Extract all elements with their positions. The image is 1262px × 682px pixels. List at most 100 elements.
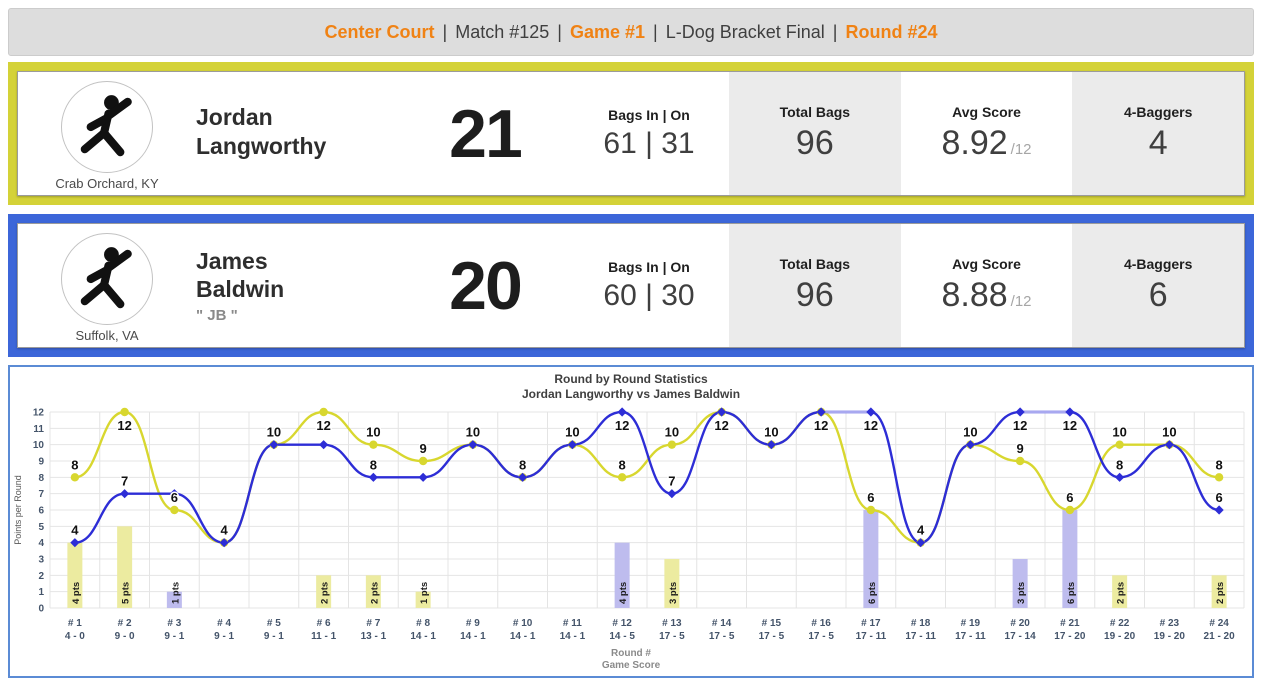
svg-text:12: 12 <box>117 418 131 433</box>
svg-text:6 pts: 6 pts <box>1066 582 1077 604</box>
total-bags-block: Total Bags 96 <box>729 224 901 347</box>
svg-text:6: 6 <box>1066 490 1073 505</box>
svg-text:9: 9 <box>1017 441 1024 456</box>
svg-text:3: 3 <box>38 555 44 566</box>
svg-text:10: 10 <box>764 425 778 440</box>
player-avatar-block: Suffolk, VA <box>18 224 196 347</box>
player-card-inner: Crab Orchard, KY Jordan Langworthy 21 Ba… <box>17 71 1245 196</box>
round-number: Round #24 <box>845 21 938 42</box>
svg-text:4: 4 <box>917 523 925 538</box>
svg-text:8: 8 <box>38 473 44 484</box>
svg-text:7: 7 <box>121 474 128 489</box>
svg-text:2: 2 <box>38 571 44 582</box>
four-baggers-label: 4-Baggers <box>1123 104 1193 120</box>
svg-text:Jordan Langworthy vs James Bal: Jordan Langworthy vs James Baldwin <box>522 387 740 401</box>
svg-text:# 15: # 15 <box>762 618 782 629</box>
svg-text:Points per Round: Points per Round <box>13 475 23 545</box>
avg-score-value-wrap: 8.92/12 <box>941 124 1031 163</box>
svg-text:4: 4 <box>38 538 44 549</box>
bracket-name: L-Dog Bracket Final <box>665 21 825 42</box>
avg-score-block: Avg Score 8.92/12 <box>901 72 1073 195</box>
svg-text:10: 10 <box>33 440 45 451</box>
svg-text:1 pts: 1 pts <box>419 582 430 604</box>
svg-text:8: 8 <box>1116 457 1123 472</box>
svg-text:12: 12 <box>615 418 629 433</box>
svg-text:11: 11 <box>33 424 44 435</box>
svg-text:# 6: # 6 <box>317 618 331 629</box>
player-last-name: Langworthy <box>196 132 327 159</box>
four-baggers-value: 4 <box>1148 124 1168 162</box>
four-baggers-block: 4-Baggers 4 <box>1072 72 1245 195</box>
svg-text:# 16: # 16 <box>811 618 831 629</box>
svg-text:1 pts: 1 pts <box>170 582 181 604</box>
svg-text:9 - 1: 9 - 1 <box>164 631 184 642</box>
svg-text:2 pts: 2 pts <box>369 582 380 604</box>
player-score-block: 20 <box>401 224 569 347</box>
svg-text:17 - 11: 17 - 11 <box>856 631 887 642</box>
game-number: Game #1 <box>569 21 646 42</box>
svg-text:# 8: # 8 <box>416 618 430 629</box>
svg-text:9 - 0: 9 - 0 <box>115 631 135 642</box>
svg-text:Round #: Round # <box>611 648 651 659</box>
total-bags-label: Total Bags <box>779 104 851 120</box>
svg-text:# 4: # 4 <box>217 618 231 629</box>
match-info-bar: Center Court | Match #125 | Game #1 | L-… <box>8 8 1254 56</box>
bags-in-on-value: 60 | 30 <box>603 278 695 312</box>
avg-score-suffix: /12 <box>1010 141 1032 158</box>
player-first-name: Jordan <box>196 104 273 131</box>
player-score: 20 <box>449 247 523 324</box>
avatar <box>61 232 153 325</box>
svg-text:8: 8 <box>1216 457 1223 472</box>
svg-text:17 - 5: 17 - 5 <box>659 631 685 642</box>
match-number: Match #125 <box>455 21 550 42</box>
svg-text:17 - 5: 17 - 5 <box>808 631 834 642</box>
player-location: Suffolk, VA <box>75 327 139 343</box>
svg-text:# 23: # 23 <box>1160 618 1180 629</box>
four-baggers-label: 4-Baggers <box>1123 256 1193 272</box>
svg-text:19 - 20: 19 - 20 <box>1104 631 1136 642</box>
svg-text:# 19: # 19 <box>961 618 981 629</box>
svg-text:6: 6 <box>1216 490 1223 505</box>
svg-text:4 - 0: 4 - 0 <box>65 631 85 642</box>
round-by-round-chart-panel: Round by Round Statistics Jordan Langwort… <box>8 365 1254 678</box>
svg-text:4 pts: 4 pts <box>618 582 629 604</box>
svg-text:4 pts: 4 pts <box>71 582 82 604</box>
player-first-name: James <box>196 247 268 274</box>
svg-text:13 - 1: 13 - 1 <box>361 631 387 642</box>
svg-text:2 pts: 2 pts <box>1116 582 1127 604</box>
separator: | <box>832 21 838 42</box>
avg-score-block: Avg Score 8.88/12 <box>901 224 1073 347</box>
svg-text:6: 6 <box>171 490 178 505</box>
svg-text:# 10: # 10 <box>513 618 533 629</box>
avg-score-value: 8.92 <box>941 124 1008 162</box>
svg-text:10: 10 <box>267 425 281 440</box>
bags-in-on-label: Bags In | On <box>608 106 690 123</box>
separator: | <box>557 21 562 42</box>
total-bags-value: 96 <box>795 276 834 314</box>
svg-text:6: 6 <box>38 506 44 517</box>
svg-text:10: 10 <box>1162 425 1176 440</box>
svg-text:8: 8 <box>519 457 526 472</box>
svg-text:12: 12 <box>1013 418 1027 433</box>
svg-text:3 pts: 3 pts <box>668 582 679 604</box>
svg-text:14 - 1: 14 - 1 <box>510 631 536 642</box>
svg-text:17 - 11: 17 - 11 <box>955 631 986 642</box>
svg-text:12: 12 <box>814 418 828 433</box>
svg-text:6 pts: 6 pts <box>867 582 878 604</box>
svg-text:9 - 1: 9 - 1 <box>214 631 234 642</box>
player-name-block: Jordan Langworthy <box>196 72 401 195</box>
separator: | <box>653 21 658 42</box>
bags-in-on-block: Bags In | On 60 | 30 <box>569 224 729 347</box>
svg-text:# 3: # 3 <box>167 618 181 629</box>
avg-score-suffix: /12 <box>1010 293 1032 310</box>
player-location: Crab Orchard, KY <box>55 175 159 191</box>
svg-text:12: 12 <box>714 418 728 433</box>
player-score: 21 <box>449 95 523 172</box>
svg-text:2 pts: 2 pts <box>320 582 331 604</box>
svg-text:# 17: # 17 <box>861 618 881 629</box>
svg-text:10: 10 <box>466 425 480 440</box>
svg-text:12: 12 <box>864 418 878 433</box>
svg-text:3 pts: 3 pts <box>1016 582 1027 604</box>
